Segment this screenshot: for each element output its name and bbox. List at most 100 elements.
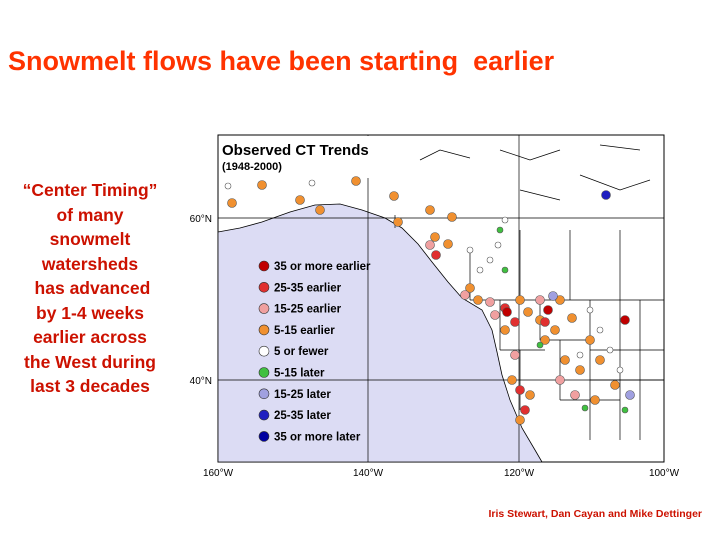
station: [257, 180, 267, 190]
legend-label: 15-25 earlier: [274, 304, 342, 316]
station: [581, 404, 589, 412]
station: [510, 350, 520, 360]
station: [507, 375, 517, 385]
station: [625, 390, 635, 400]
station: [560, 355, 570, 365]
legend-label: 35 or more later: [274, 431, 361, 443]
station: [540, 335, 550, 345]
station: [570, 390, 580, 400]
map-title: Observed CT Trends: [222, 142, 369, 159]
station: [515, 415, 525, 425]
station: [351, 176, 361, 186]
station: [620, 315, 630, 325]
station: [466, 246, 474, 254]
station: [496, 226, 504, 234]
station: [576, 351, 584, 359]
station: [575, 365, 585, 375]
station: [393, 217, 403, 227]
station: [460, 290, 470, 300]
station: [586, 306, 594, 314]
station: [525, 390, 535, 400]
station: [515, 385, 525, 395]
description: “Center Timing” of many snowmelt watersheds…: [0, 178, 180, 399]
borders: [218, 135, 664, 462]
description-line: last 3 decades: [30, 376, 150, 396]
legend-swatch: [258, 367, 270, 378]
legend-swatch: [258, 431, 270, 442]
station: [431, 250, 441, 260]
station: [606, 346, 614, 354]
station: [616, 366, 624, 374]
description-line: of many: [56, 204, 124, 225]
credit: Iris Stewart, Dan Cayan and Mike Detting…: [488, 508, 702, 520]
map-subtitle: (1948-2000): [222, 161, 282, 173]
station: [621, 406, 629, 414]
station: [224, 182, 232, 190]
legend-label: 15-25 later: [274, 389, 331, 401]
legend-swatch: [258, 303, 270, 314]
station: [520, 405, 530, 415]
slide-title: Snowmelt flows have been starting earlie…: [8, 46, 555, 76]
longitude-label: 140°W: [353, 468, 384, 479]
station: [543, 305, 553, 315]
description-line: watersheds: [41, 253, 139, 274]
station: [595, 355, 605, 365]
description-line: by 1-4 weeks: [36, 302, 144, 323]
station: [502, 307, 512, 317]
station: [308, 179, 316, 187]
station: [476, 266, 484, 274]
legend-swatch: [258, 324, 270, 336]
station: [485, 297, 495, 307]
station: [490, 310, 500, 320]
legend-swatch: [258, 281, 270, 293]
station: [590, 395, 600, 405]
station: [465, 283, 475, 293]
station: [501, 216, 509, 224]
station: [295, 195, 305, 205]
station: [596, 326, 604, 334]
legend-swatch: [258, 388, 270, 400]
station: [443, 239, 453, 249]
legend-label: 25-35 later: [274, 410, 331, 422]
legend-label: 5-15 earlier: [274, 325, 335, 337]
description-line: snowmelt: [49, 229, 131, 249]
legend-swatch: [258, 409, 270, 421]
longitude-label: 160°W: [203, 468, 234, 479]
station: [494, 241, 502, 249]
station: [523, 307, 533, 317]
legend-label: 25-35 earlier: [274, 282, 342, 294]
station: [473, 295, 483, 305]
station: [315, 205, 325, 215]
station: [501, 266, 509, 274]
description-line: earlier across: [33, 327, 147, 347]
station: [425, 205, 435, 215]
legend-label: 5-15 later: [274, 368, 325, 380]
station: [610, 380, 620, 390]
station: [389, 191, 399, 201]
latitude-label: 60°N: [190, 214, 212, 225]
ocean: [217, 203, 543, 463]
station: [540, 317, 550, 327]
station: [548, 291, 558, 301]
station: [515, 295, 525, 305]
station: [510, 317, 520, 327]
map-title-box: [219, 136, 409, 178]
description-line: the West during: [24, 351, 156, 372]
station: [585, 335, 595, 345]
longitude-label: 100°W: [649, 468, 680, 479]
longitude-label: 120°W: [504, 468, 535, 479]
description-line: has advanced: [29, 278, 151, 298]
station: [535, 295, 545, 305]
station: [227, 198, 237, 208]
station: [550, 325, 560, 335]
station: [567, 313, 577, 323]
legend-label: 35 or more earlier: [274, 261, 371, 273]
latitude-label: 40°N: [190, 376, 212, 387]
legend-swatch: [258, 260, 270, 272]
station: [536, 341, 544, 349]
station: [601, 190, 611, 200]
station: [430, 232, 440, 242]
description-line: “Center Timing”: [22, 180, 158, 200]
station: [447, 212, 457, 222]
